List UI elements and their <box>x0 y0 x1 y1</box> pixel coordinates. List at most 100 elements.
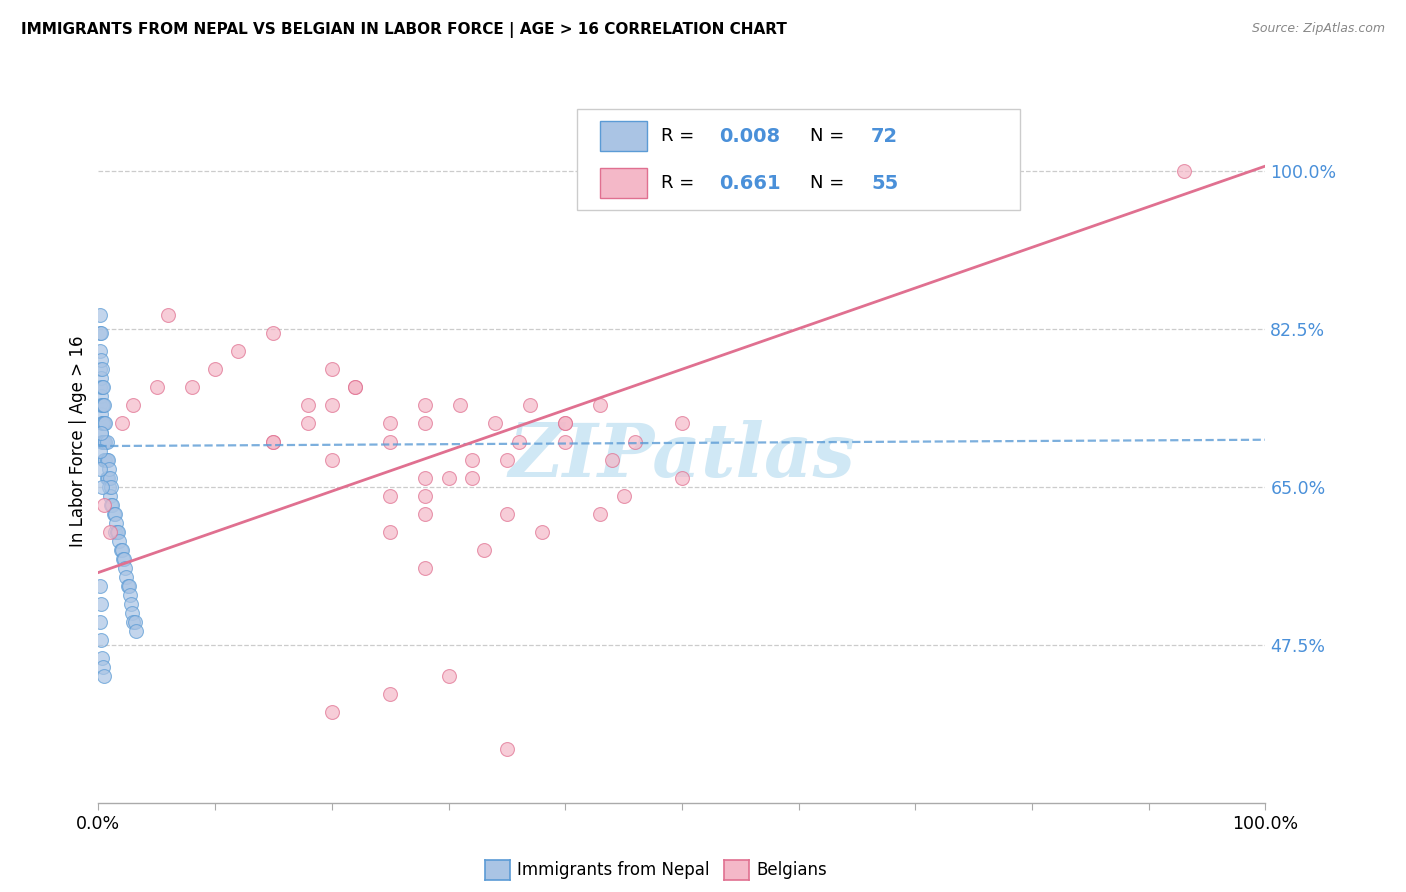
Text: Immigrants from Nepal: Immigrants from Nepal <box>517 861 710 879</box>
Point <box>146 380 169 394</box>
Point <box>117 579 139 593</box>
Point <box>554 434 576 449</box>
Point <box>93 434 115 449</box>
Point <box>624 434 647 449</box>
Point <box>108 533 131 548</box>
Point <box>380 434 402 449</box>
Text: R =: R = <box>661 128 700 145</box>
Point <box>118 579 141 593</box>
Point <box>120 597 142 611</box>
Point <box>90 353 112 368</box>
Point <box>344 380 367 394</box>
Point <box>1173 163 1195 178</box>
Point <box>90 380 112 394</box>
Point <box>118 588 141 602</box>
Point <box>496 452 519 467</box>
Point <box>262 434 284 449</box>
Point <box>380 489 402 503</box>
Point <box>484 417 506 431</box>
Point <box>93 417 115 431</box>
Text: 55: 55 <box>870 174 898 193</box>
Point <box>100 498 122 512</box>
Bar <box>600 168 647 198</box>
Point <box>380 524 402 539</box>
Point <box>91 380 114 394</box>
Point <box>437 669 460 683</box>
Point <box>472 542 495 557</box>
Point <box>96 452 118 467</box>
Point <box>671 417 693 431</box>
Point <box>589 507 612 521</box>
Point <box>262 326 284 341</box>
Point <box>613 489 636 503</box>
Point <box>380 687 402 701</box>
Point <box>93 669 115 683</box>
Point <box>89 615 111 630</box>
Point <box>449 398 471 412</box>
Text: 72: 72 <box>870 127 898 145</box>
Point <box>104 507 127 521</box>
Point <box>96 434 118 449</box>
Point <box>508 434 530 449</box>
Point <box>91 417 114 431</box>
Point <box>104 516 127 530</box>
Point <box>413 561 436 575</box>
Point <box>91 660 114 674</box>
Point <box>437 471 460 485</box>
Point <box>115 570 138 584</box>
Text: 0.008: 0.008 <box>720 127 780 145</box>
Point <box>204 362 226 376</box>
Point <box>93 498 115 512</box>
Point <box>413 489 436 503</box>
Point <box>519 398 541 412</box>
Point <box>104 524 127 539</box>
Point <box>89 461 111 475</box>
Point <box>321 452 343 467</box>
Point <box>90 326 112 341</box>
Text: ZIPatlas: ZIPatlas <box>509 420 855 492</box>
Point <box>180 380 202 394</box>
Text: N =: N = <box>810 174 851 193</box>
Point <box>90 398 112 412</box>
Point <box>89 443 111 458</box>
Point <box>89 398 111 412</box>
Point <box>496 741 519 756</box>
Point <box>297 417 319 431</box>
Point <box>89 344 111 359</box>
Point <box>94 434 117 449</box>
Point <box>321 706 343 720</box>
Point <box>90 371 112 385</box>
Point <box>413 398 436 412</box>
Point <box>461 471 484 485</box>
Text: IMMIGRANTS FROM NEPAL VS BELGIAN IN LABOR FORCE | AGE > 16 CORRELATION CHART: IMMIGRANTS FROM NEPAL VS BELGIAN IN LABO… <box>21 22 787 38</box>
Point <box>97 461 120 475</box>
Point <box>413 417 436 431</box>
Point <box>111 552 134 566</box>
Point <box>380 417 402 431</box>
Point <box>90 633 112 648</box>
Point <box>111 542 134 557</box>
Point <box>114 561 136 575</box>
Point <box>96 471 118 485</box>
Point <box>321 362 343 376</box>
Point <box>121 606 143 620</box>
Bar <box>600 121 647 152</box>
Point <box>94 452 117 467</box>
Text: Belgians: Belgians <box>756 861 827 879</box>
Point <box>91 434 114 449</box>
Point <box>89 362 111 376</box>
Text: N =: N = <box>810 128 851 145</box>
Point <box>530 524 553 539</box>
Point <box>98 524 121 539</box>
Point <box>90 417 112 431</box>
Point <box>90 434 112 449</box>
Point <box>90 425 112 440</box>
Point <box>122 615 145 630</box>
Point <box>97 480 120 494</box>
Point <box>89 326 111 341</box>
Text: 0.661: 0.661 <box>720 174 780 193</box>
Point <box>111 417 134 431</box>
Point <box>671 471 693 485</box>
Point <box>89 308 111 322</box>
Text: Source: ZipAtlas.com: Source: ZipAtlas.com <box>1251 22 1385 36</box>
